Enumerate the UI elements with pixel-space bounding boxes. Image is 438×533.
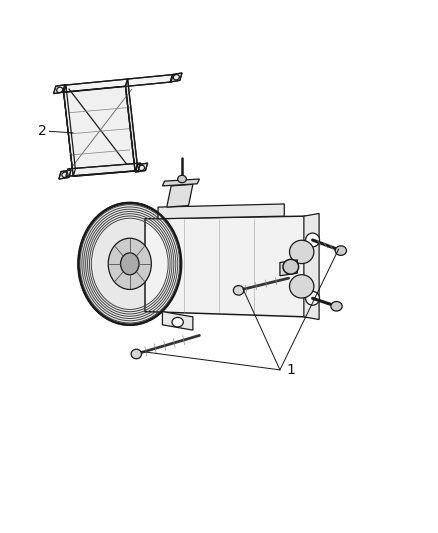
Polygon shape xyxy=(62,75,173,93)
Ellipse shape xyxy=(120,253,139,275)
Polygon shape xyxy=(280,260,297,276)
Ellipse shape xyxy=(306,233,320,247)
Polygon shape xyxy=(167,184,193,207)
Polygon shape xyxy=(135,163,148,172)
Polygon shape xyxy=(125,79,137,171)
Polygon shape xyxy=(66,163,141,176)
Ellipse shape xyxy=(290,274,314,298)
Ellipse shape xyxy=(108,238,152,289)
Ellipse shape xyxy=(131,349,141,359)
Polygon shape xyxy=(162,179,199,186)
Ellipse shape xyxy=(172,317,184,327)
Text: 2: 2 xyxy=(39,124,47,138)
Polygon shape xyxy=(304,214,319,319)
Polygon shape xyxy=(64,85,75,176)
Polygon shape xyxy=(53,85,66,94)
Text: 1: 1 xyxy=(286,363,295,377)
Polygon shape xyxy=(158,204,284,219)
Ellipse shape xyxy=(335,246,346,255)
Ellipse shape xyxy=(306,292,320,305)
Ellipse shape xyxy=(233,286,244,295)
Polygon shape xyxy=(162,312,193,330)
Ellipse shape xyxy=(78,203,181,325)
Polygon shape xyxy=(170,73,182,82)
Ellipse shape xyxy=(178,175,186,183)
Polygon shape xyxy=(64,86,135,176)
Ellipse shape xyxy=(331,302,342,311)
Polygon shape xyxy=(59,170,71,179)
Polygon shape xyxy=(145,216,306,317)
Ellipse shape xyxy=(283,260,299,274)
Ellipse shape xyxy=(290,240,314,264)
